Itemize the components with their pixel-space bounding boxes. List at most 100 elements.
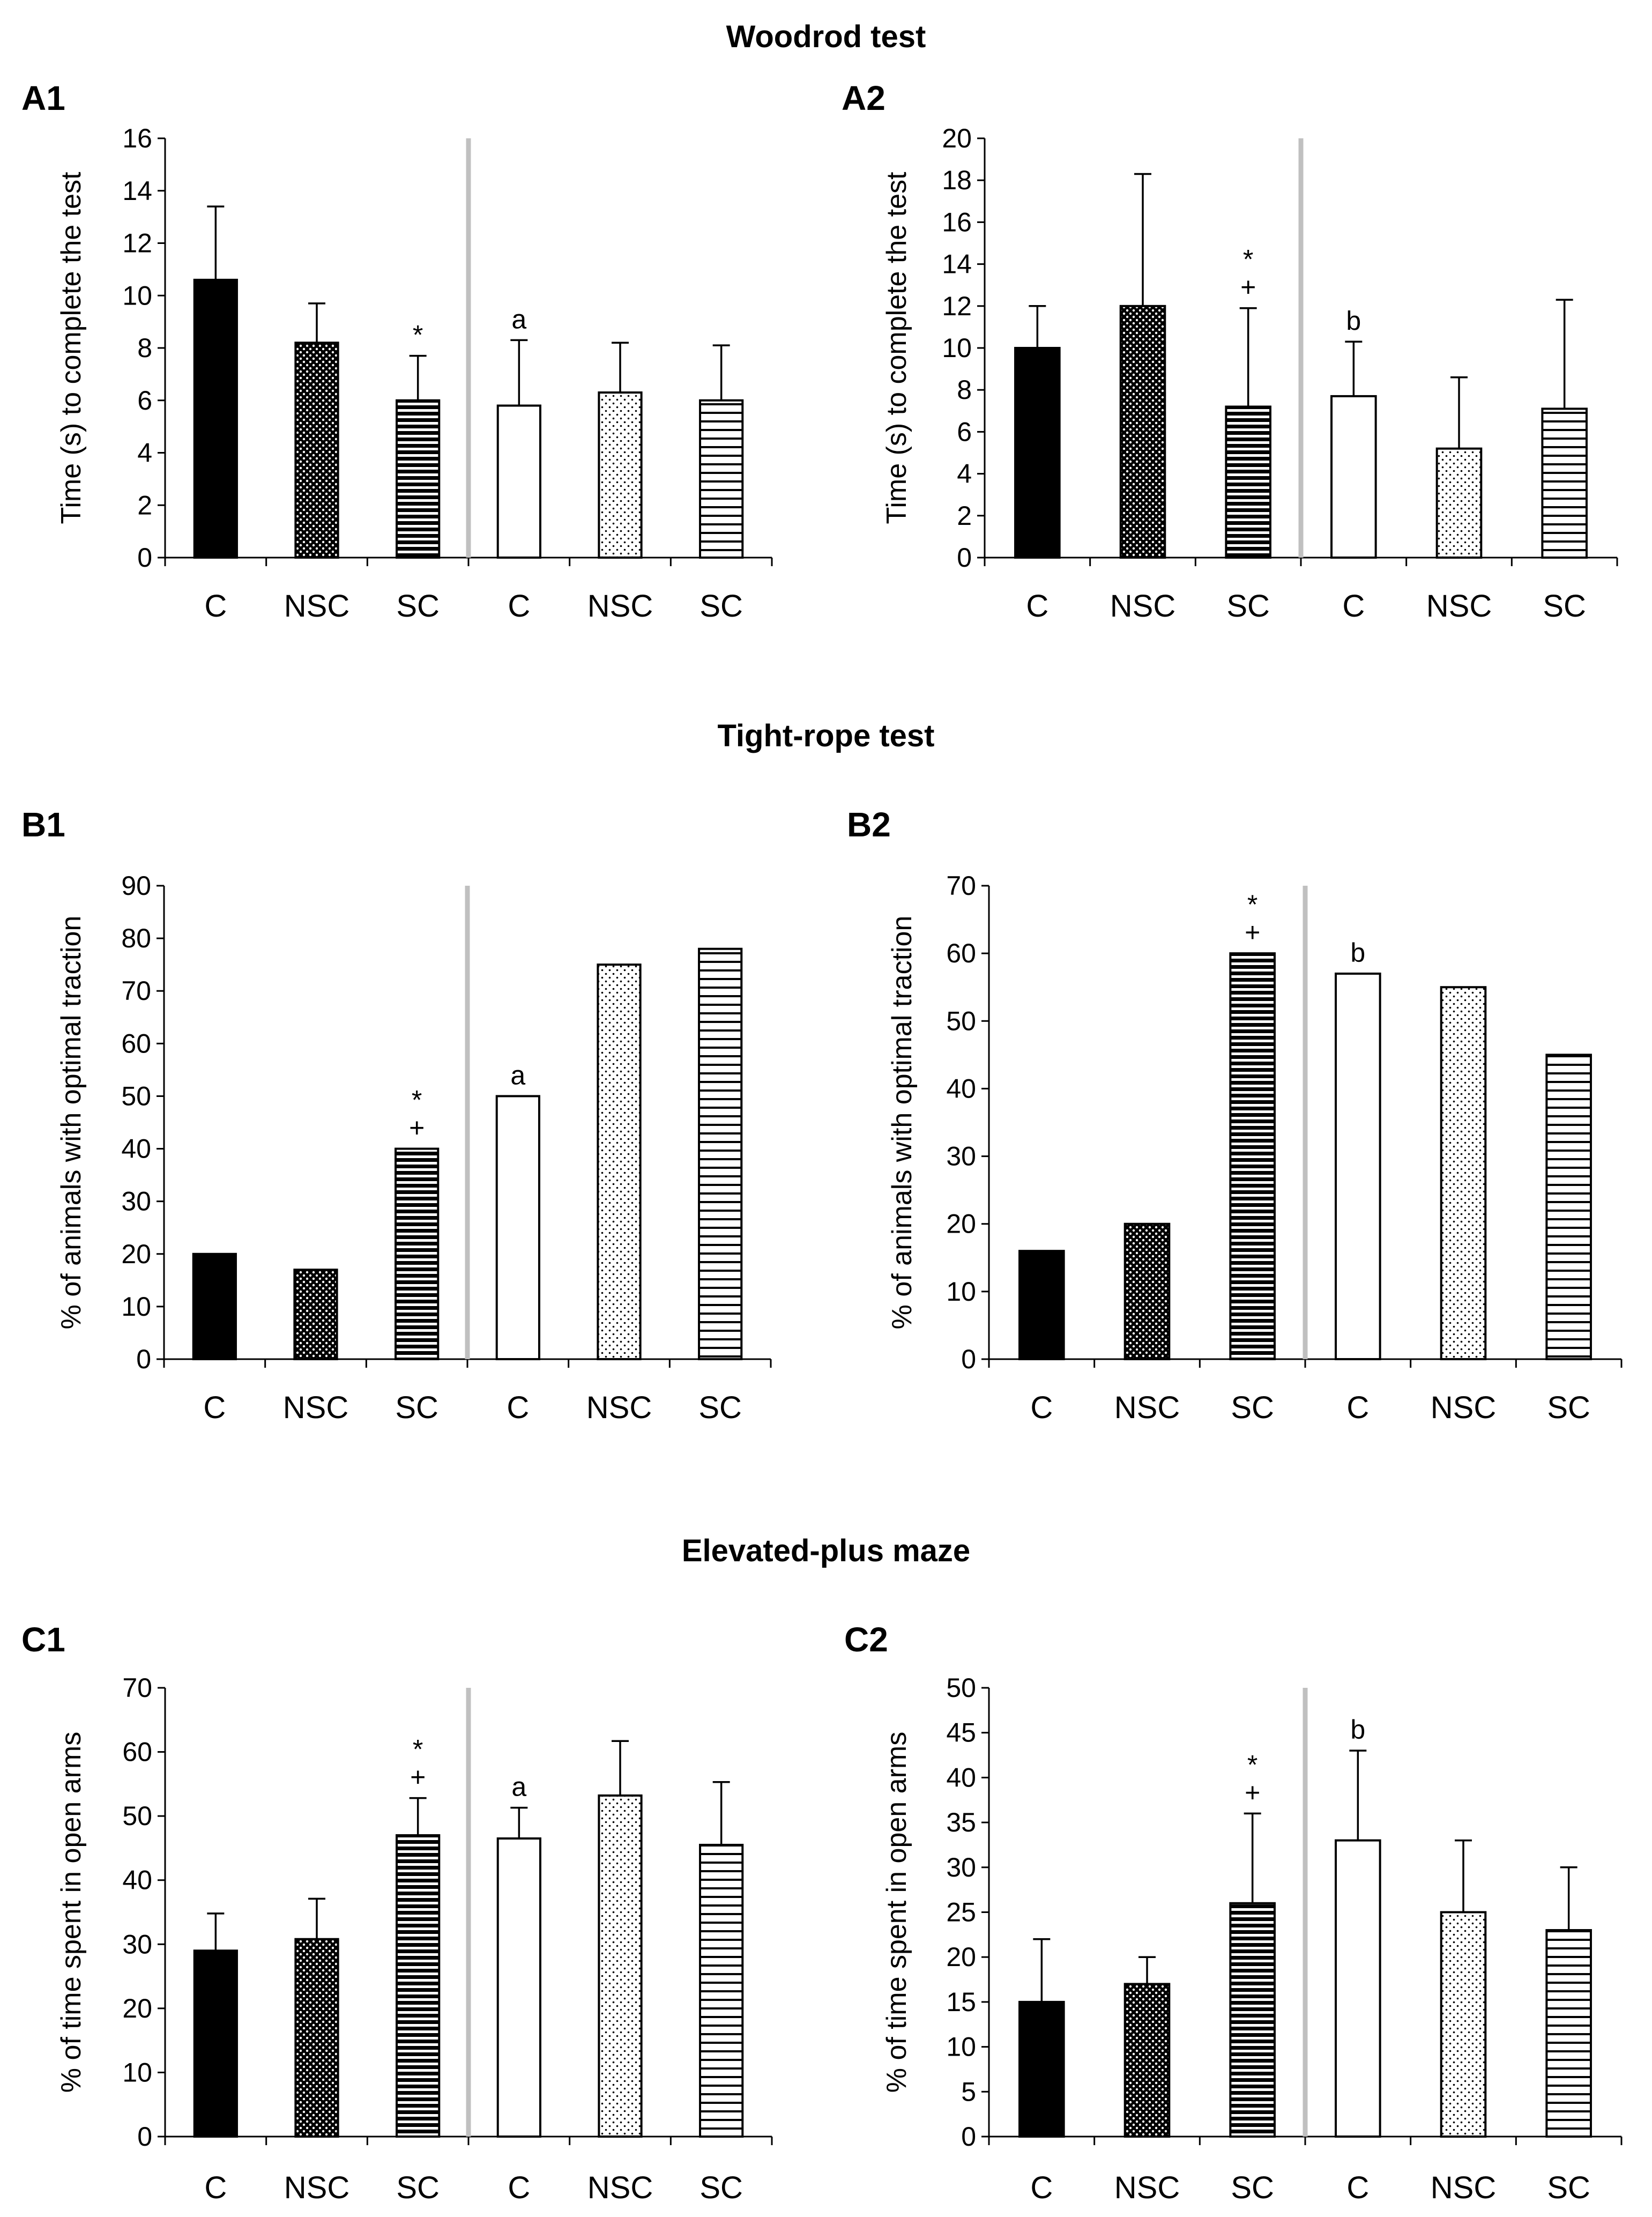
category-label-c1-1: C — [204, 2170, 227, 2205]
y-axis-title-c2: % of time spent in open arms — [881, 1732, 912, 2093]
y-tick-label-c1: 0 — [137, 2122, 152, 2152]
y-tick-label-a1: 2 — [137, 490, 152, 520]
category-label-b2-4: C — [1346, 1390, 1369, 1425]
panel-a2: A2 0 2 4 6 8 10 12 14 16 18 20 Time (s) to complete … — [842, 79, 1618, 624]
y-tick-label-b2: 20 — [946, 1209, 976, 1239]
bar-a2-1 — [1014, 347, 1061, 559]
y-tick-label-b2: 10 — [946, 1277, 976, 1307]
annotation-b2-3: * — [1247, 889, 1257, 920]
category-label-c2-6: SC — [1547, 2170, 1590, 2205]
annotation-b1-3: + — [409, 1113, 425, 1143]
bar-b2-6 — [1545, 1054, 1592, 1361]
category-label-a1-3: SC — [396, 589, 440, 624]
category-label-a1-6: SC — [700, 589, 743, 624]
y-tick-label-a1: 6 — [137, 385, 152, 416]
bar-b2-3 — [1229, 952, 1276, 1360]
y-tick-label-a2: 20 — [942, 123, 972, 153]
y-tick-label-c2: 35 — [946, 1807, 976, 1837]
bar-b2-4 — [1335, 972, 1381, 1360]
category-label-a2-3: SC — [1226, 589, 1270, 624]
y-tick-label-c2: 5 — [961, 2077, 976, 2107]
y-tick-label-b1: 80 — [121, 923, 151, 953]
category-label-c2-5: NSC — [1431, 2170, 1496, 2205]
annotation-b2-3: + — [1245, 917, 1260, 947]
y-tick-label-b2: 70 — [946, 871, 976, 901]
y-tick-label-b2: 40 — [946, 1073, 976, 1103]
category-label-b1-2: NSC — [283, 1390, 348, 1425]
bar-b1-3 — [395, 1147, 440, 1361]
y-tick-label-b2: 30 — [946, 1141, 976, 1171]
y-tick-label-c2: 0 — [961, 2122, 976, 2152]
bar-c1-6 — [699, 1843, 744, 2138]
category-label-c2-2: NSC — [1114, 2170, 1180, 2205]
bar-b1-1 — [192, 1252, 237, 1361]
y-axis-title-b2: % of animals with optimal traction — [887, 916, 918, 1330]
category-label-c1-5: NSC — [587, 2170, 653, 2205]
bar-c2-2 — [1123, 1983, 1171, 2138]
y-tick-label-a2: 8 — [957, 375, 972, 405]
bar-b1-6 — [698, 947, 743, 1360]
section-title-tight-rope: Tight-rope test — [718, 718, 935, 753]
category-label-b2-2: NSC — [1114, 1390, 1180, 1425]
bar-b1-5 — [597, 963, 642, 1360]
y-tick-label-c2: 40 — [946, 1762, 976, 1792]
y-tick-label-c1: 30 — [122, 1929, 152, 1959]
y-tick-label-c1: 20 — [122, 1993, 152, 2023]
y-tick-label-b1: 60 — [121, 1028, 151, 1058]
annotation-b2-4: b — [1350, 938, 1365, 968]
annotation-a1-4: a — [511, 304, 526, 334]
bar-a1-5 — [598, 391, 643, 559]
y-tick-label-c2: 45 — [946, 1718, 976, 1748]
y-tick-label-c1: 60 — [122, 1737, 152, 1767]
y-tick-label-b2: 0 — [961, 1344, 976, 1374]
annotation-a2-4: b — [1346, 306, 1361, 336]
y-tick-label-c2: 15 — [946, 1987, 976, 2017]
y-tick-label-b1: 0 — [136, 1344, 151, 1374]
category-label-a1-5: NSC — [587, 589, 653, 624]
panel-b2: B2 0 10 20 30 40 50 60 70 % of animals with optim… — [847, 805, 1623, 1425]
bar-c2-3 — [1229, 1902, 1276, 2138]
y-tick-label-a1: 10 — [122, 280, 152, 310]
category-label-c2-1: C — [1030, 2170, 1053, 2205]
y-tick-label-c1: 70 — [122, 1673, 152, 1703]
y-tick-label-c2: 25 — [946, 1897, 976, 1927]
category-label-b2-6: SC — [1547, 1390, 1590, 1425]
annotation-c1-3: + — [410, 1762, 426, 1792]
y-tick-label-b2: 50 — [946, 1006, 976, 1036]
y-tick-label-c1: 50 — [122, 1801, 152, 1831]
y-tick-label-a2: 6 — [957, 417, 972, 447]
y-tick-label-b2: 60 — [946, 938, 976, 968]
bar-c2-1 — [1018, 2000, 1065, 2138]
y-tick-label-c1: 40 — [122, 1865, 152, 1895]
y-tick-label-a1: 0 — [137, 543, 152, 573]
bar-a2-5 — [1435, 447, 1483, 559]
y-tick-label-c1: 10 — [122, 2057, 152, 2087]
bar-b2-2 — [1123, 1222, 1171, 1361]
category-label-a2-6: SC — [1543, 589, 1586, 624]
y-tick-label-a2: 2 — [957, 501, 972, 531]
bar-a2-4 — [1330, 395, 1377, 559]
panel-a1: A1 0 2 4 6 8 10 12 14 16 Time (s) to complete the … — [21, 79, 773, 624]
annotation-a2-3: * — [1243, 244, 1253, 275]
y-tick-label-c2: 30 — [946, 1852, 976, 1882]
y-tick-label-a2: 4 — [957, 459, 972, 489]
annotation-c2-3: + — [1245, 1777, 1260, 1807]
annotation-a1-3: * — [413, 320, 423, 350]
panel-c2: C2 0 5 10 15 20 25 30 35 40 45 50 % of time spent in… — [844, 1620, 1623, 2205]
annotation-b1-3: * — [412, 1085, 422, 1115]
category-label-b1-5: NSC — [586, 1390, 652, 1425]
panel-label-a2: A2 — [842, 79, 885, 117]
y-tick-label-b1: 50 — [121, 1081, 151, 1111]
y-tick-label-c2: 10 — [946, 2032, 976, 2062]
bar-b1-2 — [293, 1269, 338, 1361]
category-label-b1-3: SC — [395, 1390, 438, 1425]
bar-b2-1 — [1018, 1250, 1065, 1360]
category-label-a2-2: NSC — [1110, 589, 1175, 624]
category-label-a1-1: C — [204, 589, 227, 624]
y-axis-title-a2: Time (s) to complete the test — [881, 172, 912, 524]
category-label-c1-2: NSC — [284, 2170, 349, 2205]
bar-c1-5 — [598, 1794, 643, 2138]
y-tick-label-b1: 40 — [121, 1134, 151, 1164]
y-tick-label-c2: 20 — [946, 1942, 976, 1972]
